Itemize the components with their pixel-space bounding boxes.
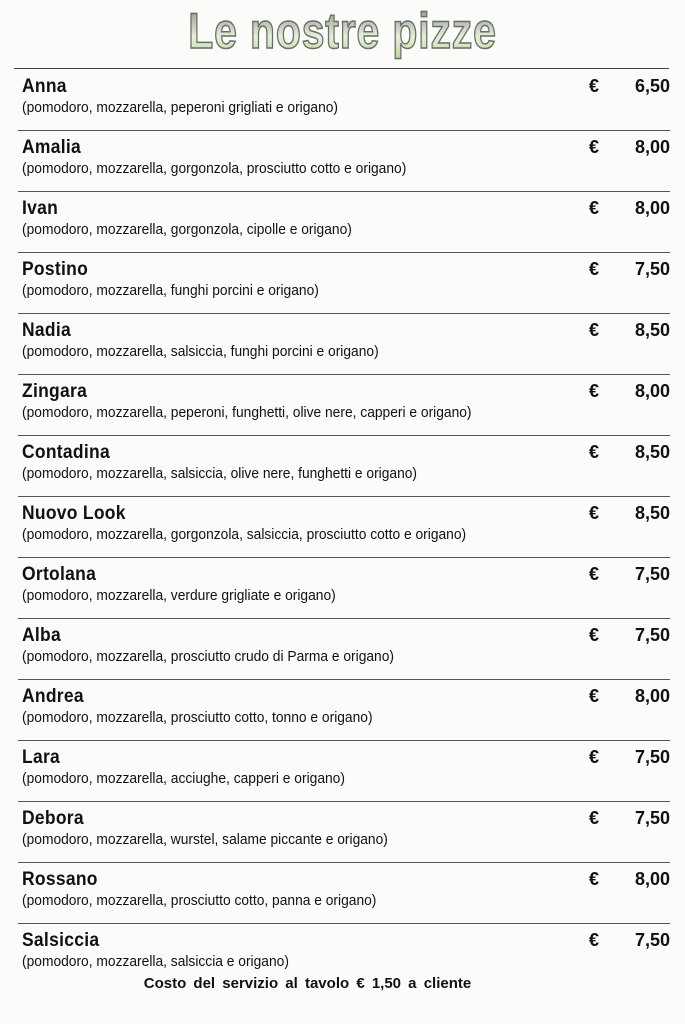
pizza-name: Lara	[22, 747, 61, 768]
pizza-price: 8,50	[634, 320, 670, 340]
pizza-name: Rossano	[22, 869, 98, 890]
pizza-ingredients: (pomodoro, mozzarella, funghi porcini e …	[22, 282, 319, 299]
pizza-ingredients: (pomodoro, mozzarella, salsiccia, olive …	[22, 465, 418, 482]
menu-title: Le nostre pizze	[62, 2, 624, 60]
currency-symbol: €	[589, 259, 600, 279]
currency-symbol: €	[589, 564, 600, 584]
currency-symbol: €	[589, 320, 600, 340]
pizza-ingredients: (pomodoro, mozzarella, verdure grigliate…	[22, 587, 336, 604]
menu-item: Andrea (pomodoro, mozzarella, prosciutto …	[18, 682, 670, 741]
currency-symbol: €	[589, 442, 600, 462]
currency-symbol: €	[589, 137, 600, 157]
pizza-price: 7,50	[634, 747, 670, 767]
menu-item: Nuovo Look (pomodoro, mozzarella, gorgonz…	[18, 499, 670, 558]
menu-item: Ivan (pomodoro, mozzarella, gorgonzola, c…	[18, 194, 670, 253]
pizza-name: Andrea	[22, 686, 84, 707]
pizza-ingredients: (pomodoro, mozzarella, gorgonzola, prosc…	[22, 160, 407, 177]
pizza-price: 8,50	[634, 503, 670, 523]
pizza-name: Amalia	[22, 137, 81, 158]
pizza-price: 8,00	[634, 869, 670, 889]
menu-item: Alba (pomodoro, mozzarella, prosciutto cr…	[18, 621, 670, 680]
pizza-price: 7,50	[634, 930, 670, 950]
pizza-name: Debora	[22, 808, 84, 829]
pizza-ingredients: (pomodoro, mozzarella, prosciutto cotto,…	[22, 892, 377, 909]
currency-symbol: €	[589, 686, 600, 706]
menu-item: Postino (pomodoro, mozzarella, funghi por…	[18, 255, 670, 314]
pizza-ingredients: (pomodoro, mozzarella, acciughe, capperi…	[22, 770, 345, 787]
menu-item: Nadia (pomodoro, mozzarella, salsiccia, f…	[18, 316, 670, 375]
divider	[14, 68, 669, 69]
pizza-price: 8,50	[634, 442, 670, 462]
menu-item: Salsiccia (pomodoro, mozzarella, salsicci…	[18, 926, 670, 984]
pizza-list: Anna (pomodoro, mozzarella, peperoni grig…	[18, 72, 670, 986]
pizza-price: 7,50	[634, 808, 670, 828]
currency-symbol: €	[589, 625, 600, 645]
currency-symbol: €	[589, 198, 600, 218]
pizza-ingredients: (pomodoro, mozzarella, salsiccia e origa…	[22, 953, 289, 970]
pizza-ingredients: (pomodoro, mozzarella, gorgonzola, cipol…	[22, 221, 352, 238]
menu-item: Amalia (pomodoro, mozzarella, gorgonzola,…	[18, 133, 670, 192]
pizza-name: Anna	[22, 76, 67, 97]
pizza-price: 8,00	[634, 686, 670, 706]
menu-item: Rossano (pomodoro, mozzarella, prosciutto…	[18, 865, 670, 924]
pizza-ingredients: (pomodoro, mozzarella, salsiccia, funghi…	[22, 343, 379, 360]
pizza-price: 7,50	[634, 259, 670, 279]
pizza-ingredients: (pomodoro, mozzarella, gorgonzola, salsi…	[22, 526, 467, 543]
pizza-price: 7,50	[634, 625, 670, 645]
currency-symbol: €	[589, 503, 600, 523]
pizza-price: 8,00	[634, 198, 670, 218]
pizza-name: Alba	[22, 625, 61, 646]
currency-symbol: €	[589, 869, 600, 889]
menu-item: Ortolana (pomodoro, mozzarella, verdure g…	[18, 560, 670, 619]
currency-symbol: €	[589, 381, 600, 401]
pizza-ingredients: (pomodoro, mozzarella, prosciutto crudo …	[22, 648, 395, 665]
pizza-name: Salsiccia	[22, 930, 100, 951]
service-charge-note: Costo del servizio al tavolo € 1,50 a cl…	[143, 975, 472, 992]
pizza-name: Postino	[22, 259, 89, 280]
pizza-name: Nadia	[22, 320, 71, 341]
pizza-name: Ortolana	[22, 564, 97, 585]
pizza-name: Contadina	[22, 442, 110, 463]
menu-item: Zingara (pomodoro, mozzarella, peperoni, …	[18, 377, 670, 436]
pizza-name: Zingara	[22, 381, 88, 402]
pizza-name: Ivan	[22, 198, 59, 219]
pizza-ingredients: (pomodoro, mozzarella, wurstel, salame p…	[22, 831, 388, 848]
pizza-ingredients: (pomodoro, mozzarella, peperoni, funghet…	[22, 404, 472, 421]
currency-symbol: €	[589, 930, 600, 950]
menu-item: Lara (pomodoro, mozzarella, acciughe, cap…	[18, 743, 670, 802]
pizza-ingredients: (pomodoro, mozzarella, prosciutto cotto,…	[22, 709, 373, 726]
pizza-name: Nuovo Look	[22, 503, 126, 524]
menu-item: Debora (pomodoro, mozzarella, wurstel, sa…	[18, 804, 670, 863]
menu-item: Anna (pomodoro, mozzarella, peperoni grig…	[18, 72, 670, 131]
pizza-price: 8,00	[634, 137, 670, 157]
pizza-price: 8,00	[634, 381, 670, 401]
currency-symbol: €	[589, 747, 600, 767]
currency-symbol: €	[589, 808, 600, 828]
menu-item: Contadina (pomodoro, mozzarella, salsicci…	[18, 438, 670, 497]
pizza-ingredients: (pomodoro, mozzarella, peperoni grigliat…	[22, 99, 339, 116]
currency-symbol: €	[589, 76, 600, 96]
pizza-price: 7,50	[634, 564, 670, 584]
pizza-price: 6,50	[634, 76, 670, 96]
